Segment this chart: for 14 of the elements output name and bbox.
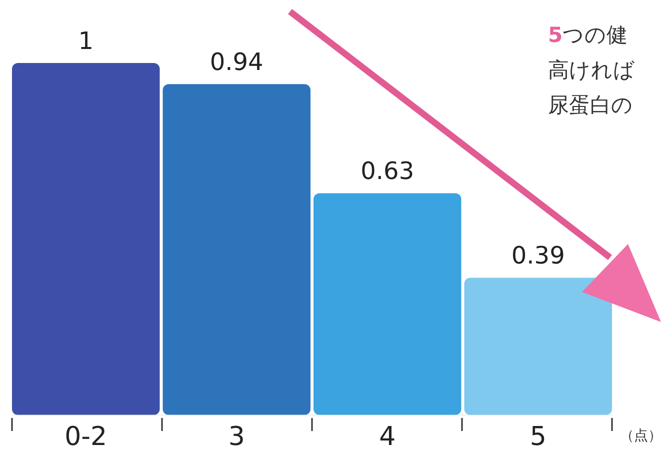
data-label: 0.63: [360, 157, 414, 186]
data-label: 0.94: [210, 48, 264, 76]
x-axis-title: （点）: [620, 428, 662, 444]
bar: [12, 63, 160, 415]
data-label: 1: [78, 27, 94, 55]
x-tick-label: 0-2: [64, 422, 108, 452]
x-tick-label: 4: [379, 422, 396, 452]
bar: [464, 278, 612, 415]
x-tick-label: 3: [228, 422, 245, 452]
annotation: 高ければ: [548, 58, 635, 82]
annotation: 尿蛋白の: [548, 93, 633, 117]
x-tick-label: 5: [530, 422, 546, 452]
text: 5つの健: [548, 23, 628, 47]
data-label: 0.39: [511, 242, 565, 270]
